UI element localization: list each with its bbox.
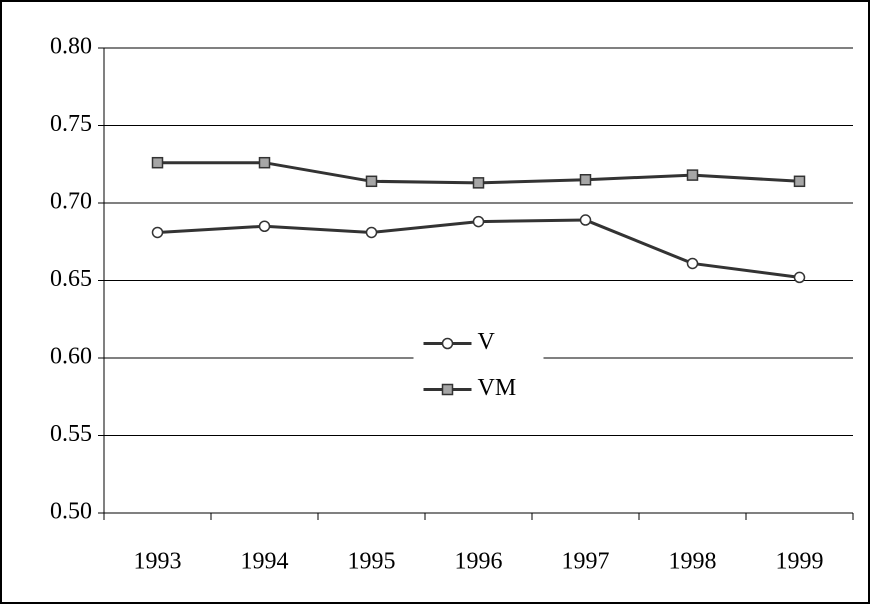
y-tick-label: 0.75 bbox=[50, 111, 92, 137]
point bbox=[579, 214, 592, 226]
point bbox=[258, 156, 271, 169]
point bbox=[365, 226, 378, 239]
point bbox=[793, 271, 806, 284]
point bbox=[472, 215, 485, 228]
y-tick-label: 0.65 bbox=[50, 266, 92, 292]
x-tick-label: 1997 bbox=[562, 549, 610, 575]
y-tick-label: 0.80 bbox=[50, 34, 92, 60]
point bbox=[686, 169, 699, 181]
point bbox=[579, 174, 592, 186]
point bbox=[472, 177, 485, 189]
legend-label: V bbox=[478, 329, 496, 355]
y-tick-label: 0.70 bbox=[50, 189, 92, 215]
legend-marker bbox=[441, 383, 454, 396]
legend-box bbox=[413, 326, 544, 407]
point bbox=[258, 220, 271, 232]
point bbox=[151, 156, 164, 169]
legend-marker bbox=[441, 337, 454, 350]
legend-label: VM bbox=[478, 375, 517, 401]
point bbox=[151, 226, 164, 239]
x-tick-label: 1996 bbox=[455, 549, 503, 575]
x-tick-label: 1999 bbox=[776, 549, 824, 575]
y-tick-label: 0.55 bbox=[50, 421, 92, 447]
x-tick-label: 1994 bbox=[241, 549, 289, 575]
x-tick-label: 1995 bbox=[348, 549, 396, 575]
point bbox=[365, 175, 378, 188]
x-tick-label: 1993 bbox=[134, 549, 182, 575]
y-tick-label: 0.50 bbox=[50, 499, 92, 525]
point bbox=[686, 257, 699, 270]
point bbox=[793, 175, 806, 188]
y-tick-label: 0.60 bbox=[50, 344, 92, 370]
x-tick-label: 1998 bbox=[669, 549, 717, 575]
